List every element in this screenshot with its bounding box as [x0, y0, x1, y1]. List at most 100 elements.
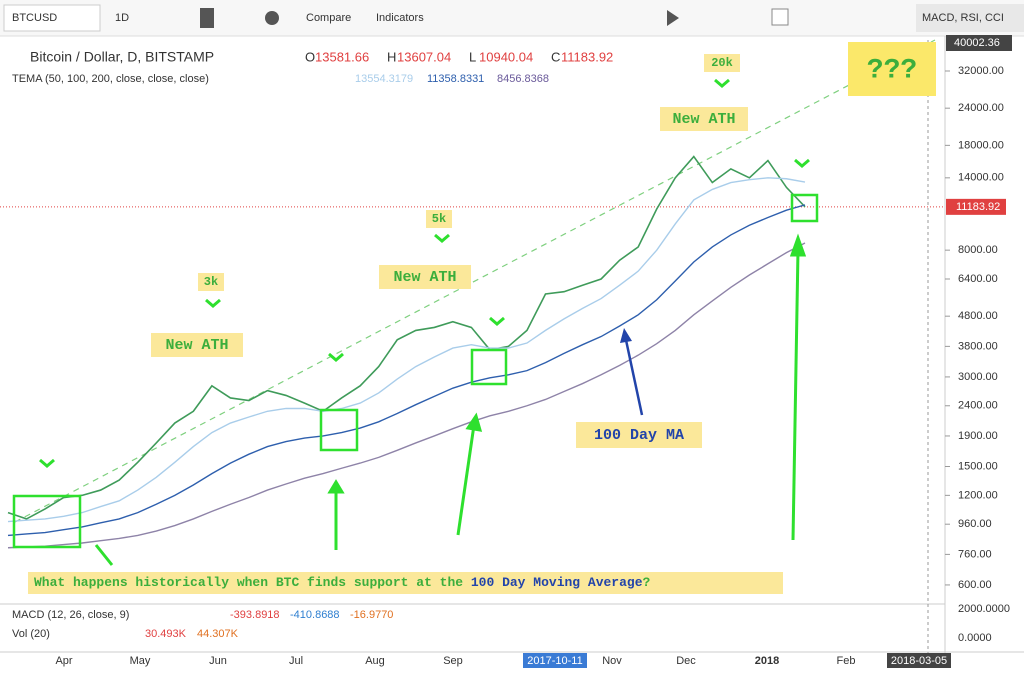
box	[790, 193, 819, 223]
tema-title: TEMA (50, 100, 200, close, close, close)	[12, 73, 209, 85]
arrow-head	[789, 233, 807, 257]
label-bg	[198, 273, 224, 291]
legend-title: Bitcoin / Dollar, D, BITSTAMP	[30, 49, 214, 65]
macd-tick: 2000.0000	[958, 603, 1010, 615]
trend-line	[14, 39, 936, 523]
x-tick-label: Jun	[209, 655, 227, 667]
arrow-head	[465, 412, 483, 432]
x-tick-label: 2017-10-11	[527, 655, 582, 667]
symbol-box[interactable]	[3, 4, 101, 32]
time-highlight	[523, 653, 587, 668]
last-price-bg	[946, 198, 1006, 215]
series-line	[7, 177, 806, 523]
y-tick-label: 14000.00	[958, 172, 1004, 184]
tema-value: 11358.8331	[427, 73, 484, 85]
check	[489, 316, 505, 326]
ohlc-value: 13581.66	[315, 49, 369, 64]
ohlc-label: L	[469, 49, 476, 64]
check	[714, 78, 730, 88]
question: What happens historically when BTC finds…	[34, 575, 651, 590]
series-line	[7, 204, 806, 537]
candle-icon[interactable]	[200, 8, 214, 28]
vol-value: 44.307K	[197, 628, 239, 640]
box	[12, 494, 82, 549]
settings-icon[interactable]	[265, 11, 279, 25]
arrow-head	[327, 479, 345, 494]
ohlc-label: O	[305, 49, 315, 64]
x-tick-label: Aug	[365, 655, 385, 667]
target-label: 5k	[432, 212, 446, 226]
last-price-label: 11183.92	[956, 201, 1000, 213]
tema-value: 8456.8368	[497, 73, 549, 85]
label-bg	[660, 107, 748, 131]
macd-title: MACD (12, 26, close, 9)	[12, 609, 129, 621]
question-part: What happens historically when BTC finds…	[34, 575, 471, 590]
label-bg	[704, 54, 740, 72]
y-tick-label: 24000.00	[958, 102, 1004, 114]
symbol[interactable]: BTCUSD	[12, 12, 57, 24]
y-tick-label: 8000.00	[958, 244, 998, 256]
ohlc-label: C	[551, 49, 560, 64]
x-tick-label: Apr	[55, 655, 72, 667]
question-part: 100 Day Moving Average	[471, 575, 643, 590]
x-tick-label: May	[130, 655, 151, 667]
toolbar	[0, 0, 1024, 36]
target-label: 3k	[204, 275, 218, 289]
ohlc-label: H	[387, 49, 396, 64]
play-icon[interactable]	[667, 10, 679, 26]
checks	[39, 78, 810, 468]
series-line	[7, 155, 806, 520]
x-tick-label: Dec	[676, 655, 696, 667]
ma-label: 100 Day MA	[594, 427, 684, 444]
macd-tick: 0.0000	[958, 632, 992, 644]
macd-value: -393.8918	[230, 609, 280, 621]
y-tick-label: 1500.00	[958, 460, 998, 472]
label-bg	[379, 265, 471, 289]
x-tick-label: 2018	[755, 655, 779, 667]
y-tick-label: 18000.00	[958, 139, 1004, 151]
x-tick-label: Jul	[289, 655, 303, 667]
check	[39, 458, 55, 468]
x-tick-label: Sep	[443, 655, 463, 667]
arrow	[94, 544, 114, 566]
vol-value: 30.493K	[145, 628, 187, 640]
tema-value: 13554.3179	[355, 73, 413, 85]
arrow	[791, 249, 800, 541]
box	[470, 348, 508, 386]
box	[319, 408, 359, 452]
check	[205, 298, 221, 308]
color-box[interactable]	[771, 8, 789, 26]
y-tick-label: 1900.00	[958, 430, 998, 442]
arrows	[94, 233, 807, 566]
macd-value: -410.8688	[290, 609, 340, 621]
time-highlight	[887, 653, 951, 668]
y-tick-label: 1200.00	[958, 489, 998, 501]
mystery-label: ???	[867, 55, 917, 86]
template-box[interactable]	[916, 4, 1024, 32]
label-bg	[426, 210, 452, 228]
interval[interactable]: 1D	[115, 12, 129, 24]
y-tick-label: 600.00	[958, 579, 992, 591]
label-bg	[576, 422, 702, 448]
template[interactable]: MACD, RSI, CCI	[922, 12, 1004, 24]
ohlc: O 13581.66 H 13607.04 L 10940.04 C 11183.92	[305, 49, 613, 64]
x-tick-label: Nov	[602, 655, 622, 667]
y-tick-label: 760.00	[958, 548, 992, 560]
ath-label: New ATH	[672, 111, 735, 128]
label-bg	[151, 333, 243, 357]
y-tick-label: 960.00	[958, 518, 992, 530]
check	[328, 352, 344, 362]
indicators[interactable]: Indicators	[376, 12, 424, 24]
macd-value: -16.9770	[350, 609, 393, 621]
compare[interactable]: Compare	[306, 12, 351, 24]
ohlc-value: 10940.04	[479, 49, 533, 64]
annotations: New ATH New ATH New ATH 3k 5k 20k ??? 10…	[28, 42, 936, 594]
time-axis: Apr May Jun Jul Aug Sep 2017-10-11 Nov Dec 2018 Fe…	[55, 653, 951, 668]
series-line	[7, 242, 806, 549]
support-boxes	[12, 193, 819, 549]
y-tick-label: 6400.00	[958, 273, 998, 285]
ath-label: New ATH	[393, 269, 456, 286]
ohlc-value: 11183.92	[561, 49, 613, 64]
arrow	[456, 424, 476, 536]
